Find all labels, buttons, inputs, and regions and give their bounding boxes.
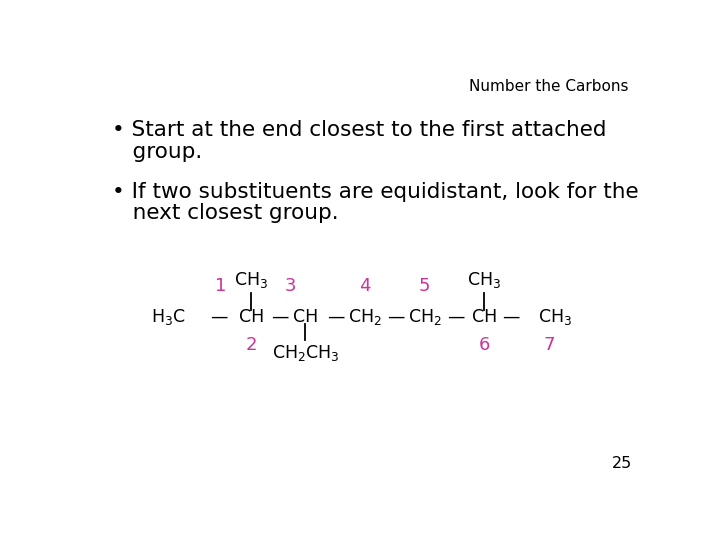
Text: CH$_3$: CH$_3$ bbox=[538, 307, 572, 327]
Text: CH$_2$: CH$_2$ bbox=[348, 307, 382, 327]
Text: CH$_2$: CH$_2$ bbox=[408, 307, 442, 327]
Text: 7: 7 bbox=[543, 336, 554, 354]
Text: • If two substituents are equidistant, look for the: • If two substituents are equidistant, l… bbox=[112, 182, 639, 202]
Text: 4: 4 bbox=[359, 277, 371, 295]
Text: H$_3$C: H$_3$C bbox=[151, 307, 186, 327]
Text: Number the Carbons: Number the Carbons bbox=[469, 79, 629, 93]
Text: next closest group.: next closest group. bbox=[112, 204, 338, 224]
Text: 5: 5 bbox=[419, 277, 431, 295]
Text: group.: group. bbox=[112, 142, 202, 162]
Text: —: — bbox=[271, 308, 289, 326]
Text: CH$_2$CH$_3$: CH$_2$CH$_3$ bbox=[271, 343, 339, 363]
Text: —: — bbox=[387, 308, 405, 326]
Text: • Start at the end closest to the first attached: • Start at the end closest to the first … bbox=[112, 120, 606, 140]
Text: CH$_3$: CH$_3$ bbox=[234, 271, 269, 291]
Text: 6: 6 bbox=[479, 336, 490, 354]
Text: 2: 2 bbox=[246, 336, 257, 354]
Text: 1: 1 bbox=[215, 277, 226, 295]
Text: CH: CH bbox=[238, 308, 264, 326]
Text: 25: 25 bbox=[612, 456, 632, 471]
Text: CH$_3$: CH$_3$ bbox=[467, 271, 502, 291]
Text: —: — bbox=[328, 308, 345, 326]
Text: CH: CH bbox=[293, 308, 318, 326]
Text: 3: 3 bbox=[284, 277, 296, 295]
Text: —: — bbox=[503, 308, 520, 326]
Text: —: — bbox=[210, 308, 228, 326]
Text: CH: CH bbox=[472, 308, 497, 326]
Text: —: — bbox=[446, 308, 464, 326]
